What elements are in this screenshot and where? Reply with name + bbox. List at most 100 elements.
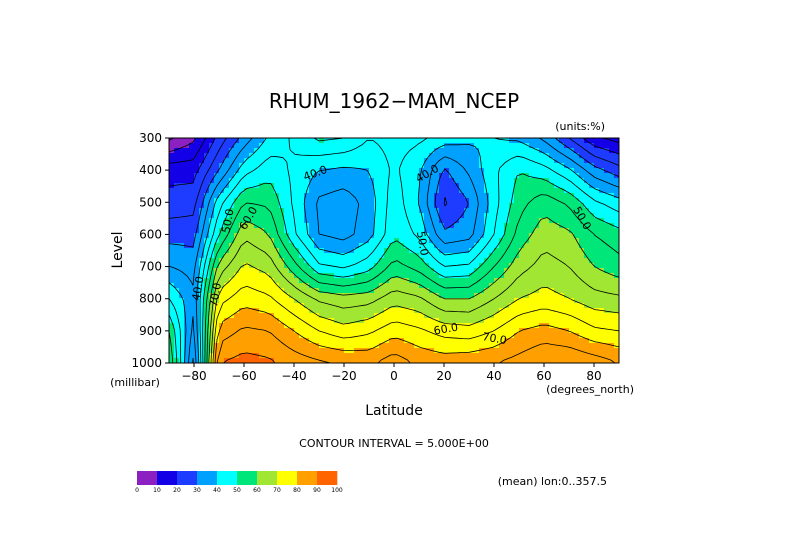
heatmap-cell xyxy=(324,228,330,234)
heatmap-cell xyxy=(169,203,175,209)
heatmap-cell xyxy=(404,173,410,179)
heatmap-cell xyxy=(434,268,440,274)
heatmap-cell xyxy=(424,208,430,214)
heatmap-cell xyxy=(589,213,595,219)
heatmap-cell xyxy=(299,148,305,154)
heatmap-cell xyxy=(264,183,270,189)
heatmap-cell xyxy=(529,148,535,154)
heatmap-cell xyxy=(184,293,190,299)
heatmap-cell xyxy=(579,333,585,339)
heatmap-cell xyxy=(319,218,325,224)
heatmap-cell xyxy=(174,313,180,319)
heatmap-cell xyxy=(444,328,450,334)
heatmap-cell xyxy=(179,338,185,344)
heatmap-cell xyxy=(519,153,525,159)
heatmap-cell xyxy=(554,343,560,349)
heatmap-cell xyxy=(244,333,250,339)
heatmap-cell xyxy=(324,348,330,354)
heatmap-cell xyxy=(329,283,335,289)
heatmap-cell xyxy=(209,283,215,289)
heatmap-cell xyxy=(454,258,460,264)
heatmap-cell xyxy=(594,143,600,149)
heatmap-cell xyxy=(534,313,540,319)
heatmap-cell xyxy=(444,203,450,209)
heatmap-cell xyxy=(254,288,260,294)
heatmap-cell xyxy=(274,153,280,159)
heatmap-cell xyxy=(324,253,330,259)
heatmap-cell xyxy=(524,213,530,219)
heatmap-cell xyxy=(284,348,290,354)
heatmap-cell xyxy=(219,233,225,239)
heatmap-cell xyxy=(354,178,360,184)
heatmap-cell xyxy=(519,168,525,174)
heatmap-cell xyxy=(219,213,225,219)
heatmap-cell xyxy=(174,173,180,179)
heatmap-cell xyxy=(594,198,600,204)
heatmap-cell xyxy=(574,193,580,199)
heatmap-cell xyxy=(534,188,540,194)
heatmap-cell xyxy=(379,293,385,299)
heatmap-cell xyxy=(214,353,220,359)
heatmap-cell xyxy=(189,198,195,204)
heatmap-cell xyxy=(309,223,315,229)
heatmap-cell xyxy=(279,183,285,189)
heatmap-cell xyxy=(379,158,385,164)
heatmap-cell xyxy=(324,318,330,324)
heatmap-cell xyxy=(449,313,455,319)
heatmap-cell xyxy=(509,248,515,254)
heatmap-cell xyxy=(494,223,500,229)
heatmap-cell xyxy=(344,208,350,214)
heatmap-cell xyxy=(279,168,285,174)
heatmap-cell xyxy=(354,143,360,149)
heatmap-cell xyxy=(489,288,495,294)
heatmap-cell xyxy=(199,173,205,179)
heatmap-cell xyxy=(439,148,445,154)
heatmap-cell xyxy=(604,358,610,363)
colorbar-swatch xyxy=(297,471,318,485)
heatmap-cell xyxy=(494,323,500,329)
heatmap-cell xyxy=(309,233,315,239)
heatmap-cell xyxy=(354,138,360,144)
heatmap-cell xyxy=(284,353,290,359)
heatmap-cell xyxy=(394,188,400,194)
heatmap-cell xyxy=(609,338,615,344)
heatmap-cell xyxy=(449,138,455,144)
heatmap-cell xyxy=(564,268,570,274)
heatmap-cell xyxy=(379,328,385,334)
heatmap-cell xyxy=(394,248,400,254)
heatmap-cell xyxy=(429,233,435,239)
heatmap-cell xyxy=(609,223,615,229)
heatmap-cell xyxy=(229,153,235,159)
heatmap-cell xyxy=(519,303,525,309)
heatmap-cell xyxy=(404,228,410,234)
heatmap-cell xyxy=(249,298,255,304)
heatmap-cell xyxy=(169,198,175,204)
heatmap-cell xyxy=(499,288,505,294)
heatmap-cell xyxy=(339,278,345,284)
heatmap-cell xyxy=(189,173,195,179)
heatmap-cell xyxy=(559,153,565,159)
heatmap-cell xyxy=(204,263,210,269)
heatmap-cell xyxy=(594,138,600,144)
heatmap-cell xyxy=(479,238,485,244)
heatmap-cell xyxy=(229,253,235,259)
heatmap-cell xyxy=(419,203,425,209)
heatmap-cell xyxy=(414,198,420,204)
heatmap-cell xyxy=(369,278,375,284)
heatmap-cell xyxy=(309,198,315,204)
heatmap-cell xyxy=(589,253,595,259)
heatmap-cell xyxy=(459,328,465,334)
heatmap-cell xyxy=(549,313,555,319)
heatmap-cell xyxy=(614,323,619,329)
heatmap-cell xyxy=(354,278,360,284)
heatmap-cell xyxy=(449,153,455,159)
heatmap-cell xyxy=(169,258,175,264)
heatmap-cell xyxy=(374,193,380,199)
heatmap-cell xyxy=(379,358,385,363)
heatmap-cell xyxy=(564,163,570,169)
heatmap-cell xyxy=(424,148,430,154)
heatmap-cell xyxy=(454,318,460,324)
heatmap-cell xyxy=(184,163,190,169)
heatmap-cell xyxy=(559,148,565,154)
heatmap-cell xyxy=(579,338,585,344)
